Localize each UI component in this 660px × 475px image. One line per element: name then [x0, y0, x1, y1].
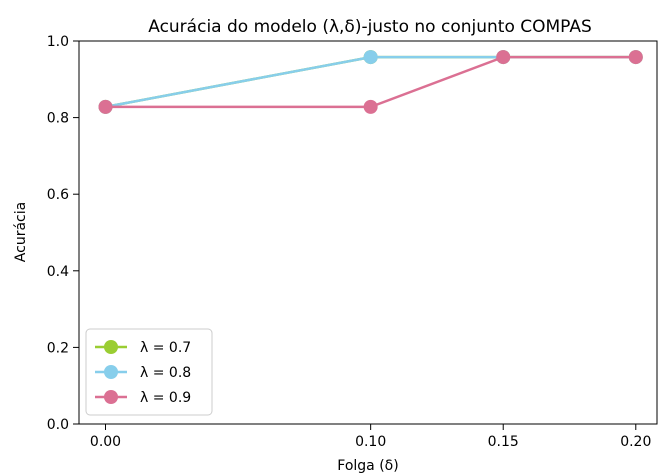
- series-line-3: [105, 55, 636, 109]
- series-line-2: [105, 55, 636, 109]
- series-layer: [98, 50, 643, 114]
- series-3-point: [496, 50, 511, 65]
- y-tick-label: 0.2: [47, 340, 69, 356]
- legend-box: [85, 328, 213, 416]
- series-3-point: [98, 99, 113, 114]
- axes: [78, 40, 658, 425]
- legend-marker-3: [104, 390, 118, 404]
- legend-label-3: λ = 0.9: [140, 390, 191, 406]
- series-line-1: [105, 55, 636, 109]
- series-3-point: [363, 99, 378, 114]
- legend-label-2: λ = 0.8: [140, 365, 191, 381]
- y-tick-label: 0.6: [47, 187, 69, 203]
- y-axis-label: Acurácia: [13, 202, 29, 262]
- plot-frame: [78, 40, 658, 425]
- series-2-point: [363, 50, 378, 65]
- series-3-point: [628, 50, 643, 65]
- y-tick-label: 0.4: [47, 264, 69, 280]
- y-tick-label: 1.0: [47, 34, 69, 50]
- x-tick-label: 0.10: [355, 434, 386, 450]
- x-tick-label: 0.00: [90, 434, 121, 450]
- legend-marker-2: [104, 365, 118, 379]
- legend: λ = 0.7 λ = 0.8 λ = 0.9: [85, 328, 213, 416]
- chart-title: Acurácia do modelo (λ,δ)-justo no conjun…: [148, 17, 592, 37]
- x-tick-label: 0.20: [620, 434, 651, 450]
- y-tick-label: 0.0: [47, 417, 69, 433]
- ticks: 0.00 0.10 0.15 0.20 0.0 0.2 0.4 0.6 0.8 1.0: [47, 34, 652, 450]
- x-axis-label: Folga (δ): [337, 458, 398, 474]
- legend-marker-1: [104, 340, 118, 354]
- y-tick-label: 0.8: [47, 111, 69, 127]
- x-tick-label: 0.15: [488, 434, 519, 450]
- legend-label-1: λ = 0.7: [140, 340, 191, 356]
